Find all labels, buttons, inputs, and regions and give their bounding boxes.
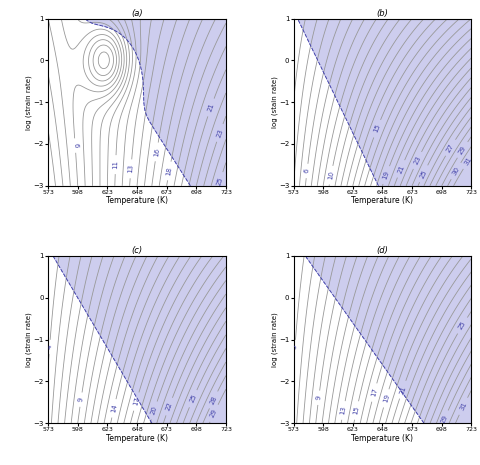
Text: 20: 20 [150, 405, 158, 416]
Text: 18: 18 [165, 166, 173, 176]
Text: 15: 15 [352, 405, 360, 415]
Text: 11: 11 [112, 160, 119, 169]
Text: 30: 30 [450, 166, 460, 176]
Y-axis label: log (stain rate): log (stain rate) [271, 76, 277, 128]
Text: 6: 6 [303, 168, 310, 173]
Text: 9: 9 [78, 397, 84, 402]
X-axis label: Temperature (K): Temperature (K) [106, 196, 168, 206]
Text: 13: 13 [127, 164, 134, 173]
Text: 31: 31 [458, 401, 467, 412]
Y-axis label: log (strain rate): log (strain rate) [271, 312, 277, 367]
Text: 5: 5 [291, 345, 298, 349]
Text: 14: 14 [110, 403, 118, 413]
Text: 13: 13 [339, 405, 347, 415]
Text: 29: 29 [439, 414, 448, 425]
Text: 25: 25 [216, 176, 224, 186]
Y-axis label: log (strain rate): log (strain rate) [25, 75, 32, 130]
Text: 31: 31 [462, 155, 472, 166]
Text: 21: 21 [396, 164, 405, 174]
Text: 28: 28 [208, 395, 217, 405]
X-axis label: Temperature (K): Temperature (K) [351, 434, 413, 443]
X-axis label: Temperature (K): Temperature (K) [106, 434, 168, 443]
Text: 9: 9 [315, 395, 321, 400]
Text: 17: 17 [370, 387, 377, 398]
Text: 15: 15 [372, 123, 381, 134]
Text: 29: 29 [209, 408, 218, 418]
Text: 27: 27 [444, 142, 455, 153]
Text: 23: 23 [215, 128, 224, 138]
Title: (c): (c) [131, 246, 142, 255]
Text: 16: 16 [153, 147, 160, 157]
Title: (a): (a) [131, 9, 143, 18]
Text: 21: 21 [206, 102, 215, 113]
Text: 19: 19 [381, 393, 390, 404]
X-axis label: Temperature (K): Temperature (K) [351, 196, 413, 206]
Y-axis label: log (strain rate): log (strain rate) [25, 312, 32, 367]
Text: 22: 22 [165, 401, 173, 412]
Text: 25: 25 [456, 320, 466, 331]
Text: 19: 19 [381, 170, 390, 180]
Text: 23: 23 [412, 155, 421, 166]
Text: 21: 21 [397, 385, 406, 395]
Text: 25: 25 [418, 168, 427, 179]
Text: 10: 10 [326, 170, 334, 180]
Text: 6: 6 [72, 143, 78, 148]
Text: 17: 17 [132, 396, 140, 407]
Text: 4: 4 [47, 345, 53, 349]
Text: 25: 25 [188, 393, 197, 404]
Title: (b): (b) [376, 9, 387, 18]
Title: (d): (d) [376, 246, 387, 255]
Text: 29: 29 [456, 145, 467, 155]
